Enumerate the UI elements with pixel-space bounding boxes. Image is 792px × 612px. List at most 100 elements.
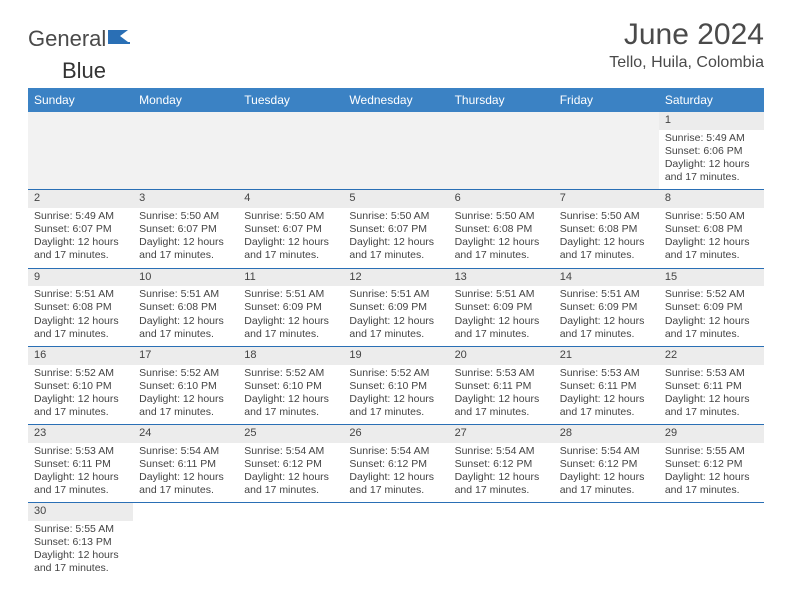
day-number: 17 — [133, 347, 238, 365]
cell-line-ss: Sunset: 6:10 PM — [34, 380, 127, 393]
calendar-cell: 7Sunrise: 5:50 AMSunset: 6:08 PMDaylight… — [554, 190, 659, 268]
cell-line-d2: and 17 minutes. — [244, 328, 337, 341]
cell-line-d1: Daylight: 12 hours — [455, 315, 548, 328]
cell-line-sr: Sunrise: 5:52 AM — [139, 367, 232, 380]
calendar-cell: 18Sunrise: 5:52 AMSunset: 6:10 PMDayligh… — [238, 346, 343, 424]
cell-line-d1: Daylight: 12 hours — [560, 315, 653, 328]
calendar-cell: 20Sunrise: 5:53 AMSunset: 6:11 PMDayligh… — [449, 346, 554, 424]
cell-line-d1: Daylight: 12 hours — [34, 471, 127, 484]
cell-line-d1: Daylight: 12 hours — [244, 471, 337, 484]
cell-line-ss: Sunset: 6:07 PM — [244, 223, 337, 236]
day-number: 5 — [343, 190, 448, 208]
cell-line-d2: and 17 minutes. — [455, 484, 548, 497]
calendar-cell: 24Sunrise: 5:54 AMSunset: 6:11 PMDayligh… — [133, 425, 238, 503]
cell-line-d1: Daylight: 12 hours — [349, 393, 442, 406]
cell-line-d1: Daylight: 12 hours — [244, 236, 337, 249]
cell-line-d2: and 17 minutes. — [139, 328, 232, 341]
cell-line-d1: Daylight: 12 hours — [560, 471, 653, 484]
cell-line-sr: Sunrise: 5:53 AM — [560, 367, 653, 380]
calendar-cell: 13Sunrise: 5:51 AMSunset: 6:09 PMDayligh… — [449, 268, 554, 346]
cell-line-ss: Sunset: 6:11 PM — [34, 458, 127, 471]
cell-line-d2: and 17 minutes. — [665, 171, 758, 184]
cell-line-ss: Sunset: 6:13 PM — [34, 536, 127, 549]
cell-line-d1: Daylight: 12 hours — [665, 393, 758, 406]
day-number: 23 — [28, 425, 133, 443]
calendar-cell: 1Sunrise: 5:49 AMSunset: 6:06 PMDaylight… — [659, 112, 764, 190]
cell-line-d1: Daylight: 12 hours — [34, 549, 127, 562]
day-number: 4 — [238, 190, 343, 208]
day-number: 16 — [28, 347, 133, 365]
cell-line-d1: Daylight: 12 hours — [34, 236, 127, 249]
cell-line-d1: Daylight: 12 hours — [560, 236, 653, 249]
cell-line-sr: Sunrise: 5:51 AM — [349, 288, 442, 301]
day-number: 14 — [554, 269, 659, 287]
day-number: 19 — [343, 347, 448, 365]
cell-line-d2: and 17 minutes. — [665, 249, 758, 262]
cell-line-sr: Sunrise: 5:53 AM — [455, 367, 548, 380]
cell-line-ss: Sunset: 6:11 PM — [560, 380, 653, 393]
cell-line-d1: Daylight: 12 hours — [349, 236, 442, 249]
cell-line-d2: and 17 minutes. — [560, 406, 653, 419]
calendar-cell: 5Sunrise: 5:50 AMSunset: 6:07 PMDaylight… — [343, 190, 448, 268]
cell-line-d1: Daylight: 12 hours — [349, 315, 442, 328]
brand-part1: General — [28, 26, 106, 52]
cell-line-d2: and 17 minutes. — [244, 484, 337, 497]
month-title: June 2024 — [609, 18, 764, 52]
cell-line-d1: Daylight: 12 hours — [665, 471, 758, 484]
day-number: 10 — [133, 269, 238, 287]
calendar-cell: 10Sunrise: 5:51 AMSunset: 6:08 PMDayligh… — [133, 268, 238, 346]
weekday-header: Monday — [133, 88, 238, 112]
cell-line-sr: Sunrise: 5:52 AM — [349, 367, 442, 380]
cell-line-ss: Sunset: 6:08 PM — [560, 223, 653, 236]
day-number: 6 — [449, 190, 554, 208]
calendar-cell: 9Sunrise: 5:51 AMSunset: 6:08 PMDaylight… — [28, 268, 133, 346]
calendar-cell: 6Sunrise: 5:50 AMSunset: 6:08 PMDaylight… — [449, 190, 554, 268]
cell-line-d1: Daylight: 12 hours — [455, 393, 548, 406]
cell-line-d2: and 17 minutes. — [349, 328, 442, 341]
cell-line-sr: Sunrise: 5:49 AM — [34, 210, 127, 223]
cell-line-ss: Sunset: 6:07 PM — [349, 223, 442, 236]
cell-line-ss: Sunset: 6:10 PM — [139, 380, 232, 393]
calendar-cell: 26Sunrise: 5:54 AMSunset: 6:12 PMDayligh… — [343, 425, 448, 503]
cell-line-d2: and 17 minutes. — [139, 484, 232, 497]
cell-line-ss: Sunset: 6:11 PM — [665, 380, 758, 393]
calendar-week-row: 30Sunrise: 5:55 AMSunset: 6:13 PMDayligh… — [28, 503, 764, 581]
cell-line-d1: Daylight: 12 hours — [139, 471, 232, 484]
calendar-cell — [28, 112, 133, 190]
calendar-cell — [343, 503, 448, 581]
weekday-header: Saturday — [659, 88, 764, 112]
calendar-cell: 12Sunrise: 5:51 AMSunset: 6:09 PMDayligh… — [343, 268, 448, 346]
weekday-header: Wednesday — [343, 88, 448, 112]
cell-line-sr: Sunrise: 5:49 AM — [665, 132, 758, 145]
calendar-cell: 2Sunrise: 5:49 AMSunset: 6:07 PMDaylight… — [28, 190, 133, 268]
calendar-cell: 17Sunrise: 5:52 AMSunset: 6:10 PMDayligh… — [133, 346, 238, 424]
cell-line-ss: Sunset: 6:09 PM — [665, 301, 758, 314]
day-number: 3 — [133, 190, 238, 208]
cell-line-ss: Sunset: 6:07 PM — [139, 223, 232, 236]
brand-logo: General — [28, 18, 134, 52]
cell-line-sr: Sunrise: 5:54 AM — [455, 445, 548, 458]
calendar-cell: 29Sunrise: 5:55 AMSunset: 6:12 PMDayligh… — [659, 425, 764, 503]
day-number: 15 — [659, 269, 764, 287]
calendar-cell — [659, 503, 764, 581]
cell-line-sr: Sunrise: 5:55 AM — [665, 445, 758, 458]
day-number: 1 — [659, 112, 764, 130]
cell-line-d2: and 17 minutes. — [139, 249, 232, 262]
cell-line-d2: and 17 minutes. — [244, 406, 337, 419]
calendar-cell: 15Sunrise: 5:52 AMSunset: 6:09 PMDayligh… — [659, 268, 764, 346]
cell-line-ss: Sunset: 6:12 PM — [665, 458, 758, 471]
cell-line-d2: and 17 minutes. — [665, 406, 758, 419]
day-number: 11 — [238, 269, 343, 287]
cell-line-d1: Daylight: 12 hours — [244, 393, 337, 406]
cell-line-d1: Daylight: 12 hours — [34, 393, 127, 406]
cell-line-sr: Sunrise: 5:51 AM — [34, 288, 127, 301]
weekday-header-row: Sunday Monday Tuesday Wednesday Thursday… — [28, 88, 764, 112]
calendar-cell — [133, 503, 238, 581]
calendar-cell: 11Sunrise: 5:51 AMSunset: 6:09 PMDayligh… — [238, 268, 343, 346]
calendar-cell — [554, 503, 659, 581]
calendar-week-row: 1Sunrise: 5:49 AMSunset: 6:06 PMDaylight… — [28, 112, 764, 190]
day-number: 13 — [449, 269, 554, 287]
cell-line-sr: Sunrise: 5:51 AM — [244, 288, 337, 301]
cell-line-d2: and 17 minutes. — [455, 328, 548, 341]
weekday-header: Thursday — [449, 88, 554, 112]
